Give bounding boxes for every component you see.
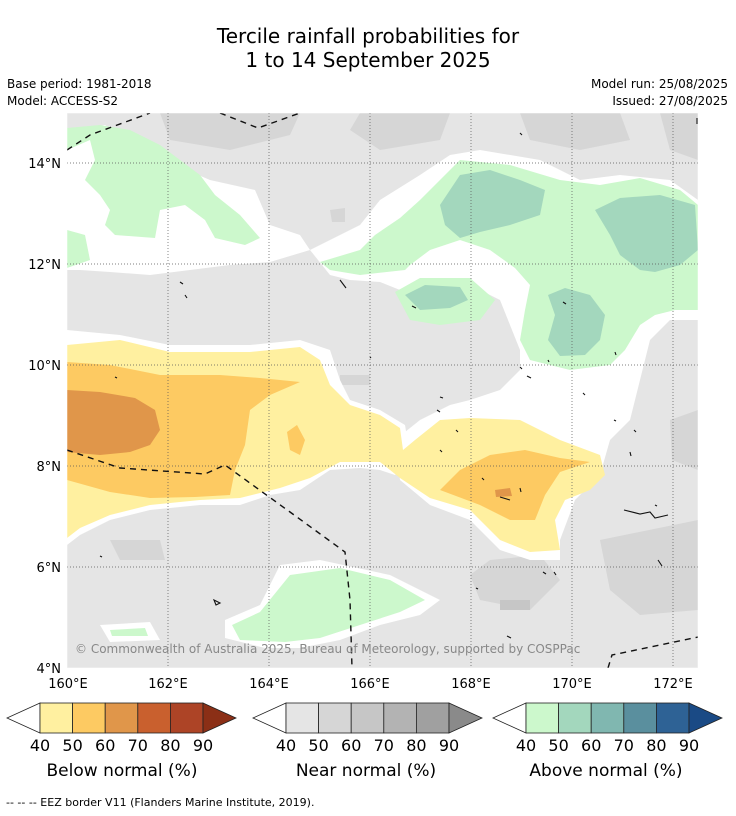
base-period: Base period: 1981-2018 — [7, 77, 152, 91]
map-plot-area: © Commonwealth of Australia 2025, Bureau… — [67, 113, 698, 668]
colorbar-segment — [656, 702, 690, 734]
colorbar-segment — [285, 702, 319, 734]
colorbar-tick-label: 90 — [439, 736, 459, 755]
lon-label: 164°E — [249, 677, 289, 692]
lat-label: 4°N — [37, 662, 62, 677]
title-line-1: Tercile rainfall probabilities for — [216, 24, 520, 48]
lat-label: 14°N — [28, 157, 61, 172]
colorbar-min-arrow — [6, 702, 41, 734]
model-name: Model: ACCESS-S2 — [7, 94, 119, 108]
lon-label: 168°E — [451, 677, 491, 692]
colorbar-segment — [318, 702, 352, 734]
colorbar-tick-label: 80 — [160, 736, 180, 755]
colorbar-segment — [415, 702, 450, 734]
colorbar-tick-label: 90 — [193, 736, 213, 755]
colorbar-min-arrow — [252, 702, 287, 734]
colorbar-segment — [104, 702, 139, 734]
colorbar-tick-label: 40 — [30, 736, 50, 755]
colorbar-segment — [623, 702, 657, 734]
colorbar-tick-label: 70 — [374, 736, 394, 755]
colorbar-tick-label: 60 — [581, 736, 601, 755]
colorbar-segment — [72, 702, 106, 734]
copyright-notice: © Commonwealth of Australia 2025, Bureau… — [75, 642, 580, 656]
colorbar-tick-label: 80 — [406, 736, 426, 755]
colorbar-segment — [137, 702, 171, 734]
colorbar-tick-label: 60 — [341, 736, 361, 755]
colorbar-tick-label: 90 — [679, 736, 699, 755]
colorbar-tick-label: 60 — [95, 736, 115, 755]
colorbar-segment — [525, 702, 559, 734]
colorbar-segment — [39, 702, 73, 734]
colorbar-segment — [169, 702, 204, 734]
latitude-labels: 14°N 12°N 10°N 8°N 6°N 4°N — [28, 157, 61, 677]
lon-label: 172°E — [653, 677, 693, 692]
lon-label: 166°E — [350, 677, 390, 692]
below-normal-areas — [67, 340, 605, 552]
colorbar-min-arrow — [492, 702, 527, 734]
lat-label: 10°N — [28, 359, 61, 374]
colorbar-legends: 40 50 60 70 80 90 40 50 60 70 80 90 40 50 60 70 80 90 — [6, 702, 723, 755]
colorbar-max-arrow — [688, 702, 723, 734]
lon-label: 170°E — [552, 677, 592, 692]
near-normal-colorbar: 40 50 60 70 80 90 — [252, 702, 483, 755]
colorbar-tick-label: 50 — [62, 736, 82, 755]
colorbar-segment — [350, 702, 385, 734]
above-normal-colorbar: 40 50 60 70 80 90 — [492, 702, 723, 755]
eez-footnote: -- -- -- EEZ border V11 (Flanders Marine… — [6, 796, 315, 809]
colorbar-tick-label: 50 — [548, 736, 568, 755]
colorbar-segment — [383, 702, 417, 734]
below-normal-colorbar: 40 50 60 70 80 90 — [6, 702, 237, 755]
island-outlines — [99, 118, 698, 639]
above-normal-legend-label: Above normal (%) — [529, 761, 683, 781]
colorbar-tick-label: 80 — [646, 736, 666, 755]
lat-label: 6°N — [37, 561, 62, 576]
below-normal-legend-label: Below normal (%) — [46, 761, 198, 781]
eez-borders — [67, 113, 698, 668]
near-normal-legend-label: Near normal (%) — [295, 761, 437, 781]
lat-label: 12°N — [28, 258, 61, 273]
colorbar-tick-label: 50 — [308, 736, 328, 755]
lat-label: 8°N — [37, 460, 62, 475]
lon-label: 162°E — [148, 677, 188, 692]
above-normal-areas — [67, 125, 698, 642]
colorbar-tick-label: 70 — [128, 736, 148, 755]
colorbar-tick-label: 70 — [614, 736, 634, 755]
colorbar-max-arrow — [448, 702, 483, 734]
colorbar-segment — [558, 702, 592, 734]
colorbar-max-arrow — [202, 702, 237, 734]
title-line-2: 1 to 14 September 2025 — [245, 48, 491, 72]
map-gridlines — [67, 113, 698, 668]
colorbar-segment — [590, 702, 625, 734]
lon-label: 160°E — [48, 677, 88, 692]
map-frame — [66, 112, 699, 669]
colorbar-tick-label: 40 — [516, 736, 536, 755]
model-run: Model run: 25/08/2025 — [590, 77, 728, 91]
colorbar-tick-label: 40 — [276, 736, 296, 755]
issued-date: Issued: 27/08/2025 — [612, 94, 728, 108]
probability-map: © Commonwealth of Australia 2025, Bureau… — [6, 112, 723, 755]
longitude-labels: 160°E 162°E 164°E 166°E 168°E 170°E 172°… — [48, 677, 693, 692]
